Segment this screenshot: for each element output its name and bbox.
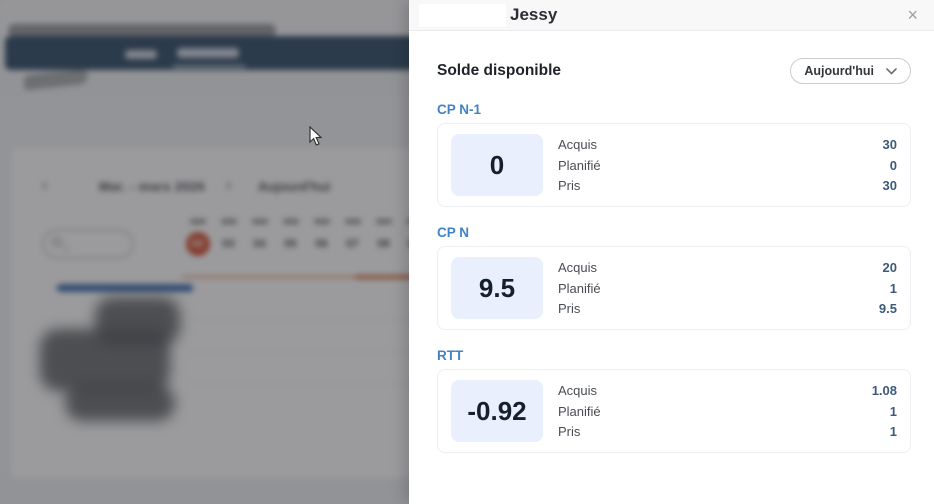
row-value: 1 [889,280,897,296]
balance-row: Planifié 1 [558,404,897,419]
period-dropdown-value: Aujourd'hui [804,64,874,78]
panel-body: Solde disponible Aujourd'hui CP N-1 0 Ac… [409,58,934,453]
employee-balance-panel: Jessy × Solde disponible Aujourd'hui CP … [409,0,934,504]
balance-amount: 0 [451,134,543,196]
grid-line [190,351,430,352]
calendar-header-divider [182,276,430,278]
grid-line [190,383,430,384]
calendar-day: 06 [306,213,337,265]
balance-type-label: CP N-1 [437,102,482,117]
row-label: Acquis [558,137,598,152]
balance-type-label: CP N [437,225,470,240]
search-icon [52,237,62,247]
balance-amount: 9.5 [451,257,543,319]
row-value: 9.5 [878,301,897,316]
row-value: 20 [882,260,897,275]
balance-row: Pris 9.5 [558,301,897,316]
balance-type-label: RTT [437,348,464,363]
next-month-icon: › [226,177,232,194]
calendar-day: 08 [368,213,399,265]
row-value: 1.08 [871,383,897,398]
balance-heading: Solde disponible [437,62,562,79]
calendar-nav: ‹ Mar. - mars 2026 › Aujourd'hui [10,177,430,197]
row-value: 30 [882,178,897,193]
row-label: Planifié [558,280,601,296]
calendar-day-today: 02 [182,213,213,265]
close-icon[interactable]: × [907,5,918,25]
balance-row: Planifié 0 [558,158,897,173]
balance-row: Acquis 1.08 [558,383,897,398]
calendar-month-title: Mar. - mars 2026 [99,179,205,194]
calendar-day: 04 [244,213,275,265]
calendar-day: 05 [275,213,306,265]
balance-row: Pris 30 [558,178,897,193]
row-label: Acquis [558,260,598,275]
employee-link-blur [57,284,193,292]
balance-amount: -0.92 [451,380,543,442]
mouse-cursor [309,126,323,146]
balance-row: Planifié 1 [558,281,897,296]
period-dropdown[interactable]: Aujourd'hui [790,58,911,84]
background-calendar-card: ‹ Mar. - mars 2026 › Aujourd'hui 02 03 0… [10,147,430,479]
panel-title: Jessy [510,5,558,24]
row-label: Planifié [558,403,601,419]
nav-item-active-blur [177,48,239,58]
calendar-highlight-segment [355,275,430,279]
row-value: 0 [889,157,897,173]
search-input [42,229,134,259]
row-value: 1 [889,424,897,439]
row-label: Planifié [558,157,601,173]
grid-line [190,319,430,320]
row-label: Pris [558,424,581,439]
redacted-first-name [419,3,506,27]
chevron-down-icon [886,67,897,75]
row-label: Pris [558,301,581,316]
balance-row: Pris 1 [558,424,897,439]
balance-card-cp-n-1: 0 Acquis 30 Planifié 0 Pris 30 [437,123,911,207]
calendar-day: 07 [337,213,368,265]
background-page-title-blur [8,24,276,37]
balance-card-cp-n: 9.5 Acquis 20 Planifié 1 Pris 9.5 [437,246,911,330]
nav-active-underline [173,65,245,68]
balance-row: Acquis 30 [558,137,897,152]
prev-month-icon: ‹ [42,177,48,194]
row-value: 30 [882,137,897,152]
nav-item-blur [125,50,157,59]
row-label: Acquis [558,383,598,398]
calendar-today-button: Aujourd'hui [258,179,331,194]
calendar-day: 03 [213,213,244,265]
panel-header: Jessy × [409,0,934,31]
balance-card-rtt: -0.92 Acquis 1.08 Planifié 1 Pris 1 [437,369,911,453]
balance-row: Acquis 20 [558,260,897,275]
row-label: Pris [558,178,581,193]
row-value: 1 [889,403,897,419]
